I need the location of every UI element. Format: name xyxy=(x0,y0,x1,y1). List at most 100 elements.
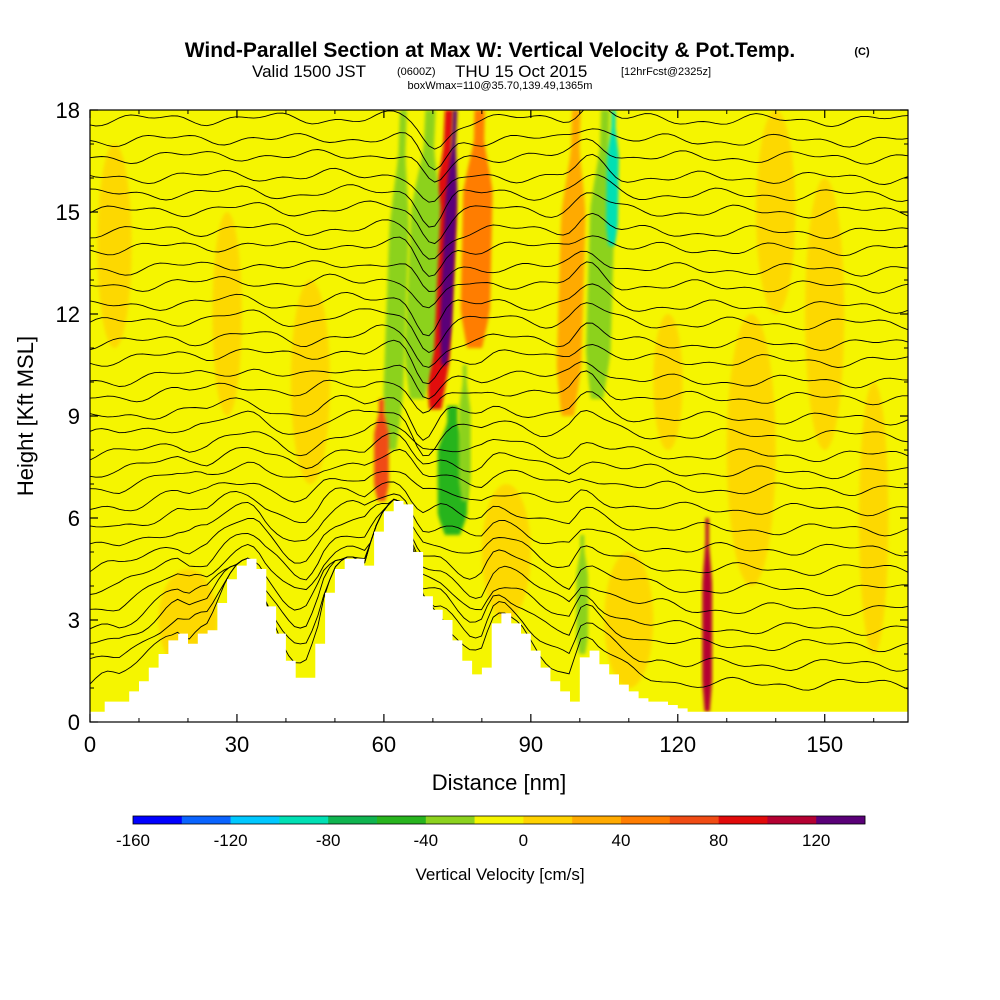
velocity-feature xyxy=(460,110,493,348)
y-tick-label: 15 xyxy=(56,200,80,225)
isentrope-line xyxy=(90,498,908,653)
colorbar-segment xyxy=(523,816,573,824)
colorbar-segment xyxy=(279,816,329,824)
y-tick-label: 0 xyxy=(68,710,80,735)
colorbar-segment xyxy=(133,816,183,824)
x-tick-label: 90 xyxy=(519,732,543,757)
copyright-mark: (C) xyxy=(854,46,870,58)
velocity-feature xyxy=(458,365,471,501)
isentrope-line xyxy=(90,498,908,636)
isentrope-line xyxy=(90,432,908,480)
colorbar-segment xyxy=(621,816,671,824)
isentrope-line xyxy=(90,498,908,596)
isentrope-line xyxy=(90,173,908,228)
colorbar-frame xyxy=(132,815,866,825)
x-tick-label: 120 xyxy=(659,732,696,757)
valid-time-label: Valid 1500 JST xyxy=(252,62,366,81)
isentrope-line xyxy=(90,153,908,203)
isentrope-line xyxy=(90,470,908,517)
box-info-label: boxWmax=110@35.70,139.49,1365m xyxy=(408,80,593,92)
colorbar-tick-label: 0 xyxy=(519,831,528,850)
velocity-feature xyxy=(606,110,619,246)
velocity-feature xyxy=(383,110,409,450)
isentrope-line xyxy=(90,498,908,616)
velocity-patch xyxy=(97,144,132,348)
colorbar-segment xyxy=(425,816,475,824)
isentrope-line xyxy=(90,391,908,441)
isentrope-line xyxy=(90,192,908,245)
y-tick-label: 3 xyxy=(68,608,80,633)
colorbar-segment xyxy=(328,816,378,824)
colorbar: -160 -120 -80 -40 0 40 80 120 xyxy=(116,815,866,850)
colorbar-segment xyxy=(816,816,866,824)
isentrope-line xyxy=(90,128,908,171)
isentrope-line xyxy=(90,498,908,672)
y-tick-label: 9 xyxy=(68,404,80,429)
isentrope-line xyxy=(90,235,908,277)
velocity-feature xyxy=(702,518,713,712)
terrain-mask xyxy=(90,501,908,722)
velocity-patch xyxy=(290,280,331,484)
velocity-patch xyxy=(604,552,654,688)
velocity-patch xyxy=(859,382,889,654)
colorbar-tick-label: 80 xyxy=(709,831,728,850)
velocity-feature xyxy=(440,110,458,365)
x-tick-label: 60 xyxy=(372,732,396,757)
isentrope-line xyxy=(90,339,908,385)
colorbar-segment xyxy=(718,816,768,824)
isentrope-line xyxy=(90,261,908,309)
colorbar-segment xyxy=(474,816,524,824)
colorbar-tick-label: -80 xyxy=(316,831,341,850)
colorbar-segment xyxy=(230,816,280,824)
chart-titles: Wind-Parallel Section at Max W: Vertical… xyxy=(185,39,870,92)
isentrope-line xyxy=(90,448,908,497)
y-axis-label: Height [Kft MSL] xyxy=(13,336,38,496)
isentrope-line xyxy=(90,110,908,150)
isentrope-line xyxy=(90,370,908,414)
utc-time-label: (0600Z) xyxy=(397,66,436,78)
colorbar-segment xyxy=(572,816,622,824)
velocity-patch xyxy=(805,178,845,450)
velocity-patch xyxy=(726,314,776,586)
colorbar-tick-label: -160 xyxy=(116,831,150,850)
colorbar-tick-label: -40 xyxy=(414,831,439,850)
isentrope-line xyxy=(90,322,908,368)
velocity-patch xyxy=(212,212,242,416)
x-tick-label: 30 xyxy=(225,732,249,757)
velocity-feature xyxy=(576,535,589,654)
chart-title: Wind-Parallel Section at Max W: Vertical… xyxy=(185,39,796,62)
x-tick-label: 150 xyxy=(806,732,843,757)
x-axis: 0 30 60 90 120 150 xyxy=(84,110,875,757)
x-axis-label: Distance [nm] xyxy=(432,770,567,795)
y-tick-label: 18 xyxy=(56,98,80,123)
isentrope-line xyxy=(90,302,908,354)
colorbar-segment xyxy=(767,816,817,824)
isentrope-line xyxy=(90,138,908,183)
plot-area xyxy=(89,109,909,723)
isentrope-line xyxy=(90,493,908,557)
isentrope-line xyxy=(90,421,908,463)
velocity-feature xyxy=(556,110,586,416)
colorbar-segment xyxy=(181,816,231,824)
velocity-feature xyxy=(404,110,441,399)
colorbar-label: Vertical Velocity [cm/s] xyxy=(415,865,584,884)
colorbar-segment xyxy=(377,816,427,824)
isentrope-line xyxy=(90,283,908,337)
colorbar-tick-label: 40 xyxy=(612,831,631,850)
y-tick-label: 6 xyxy=(68,506,80,531)
isentrope-line xyxy=(90,498,908,576)
y-tick-label: 12 xyxy=(56,302,80,327)
isentrope-line xyxy=(90,212,908,260)
colorbar-tick-label: -120 xyxy=(214,831,248,850)
forecast-label: [12hrFcst@2325z] xyxy=(621,66,711,78)
velocity-patch xyxy=(653,314,683,450)
x-tick-label: 0 xyxy=(84,732,96,757)
valid-date-label: THU 15 Oct 2015 xyxy=(455,62,587,81)
colorbar-tick-label: 120 xyxy=(802,831,830,850)
isentrope-line xyxy=(90,409,908,457)
isentrope-line xyxy=(90,250,908,292)
potential-temperature-contours xyxy=(90,110,908,691)
isentrope-line xyxy=(90,361,908,400)
isentrope-line xyxy=(90,481,908,537)
